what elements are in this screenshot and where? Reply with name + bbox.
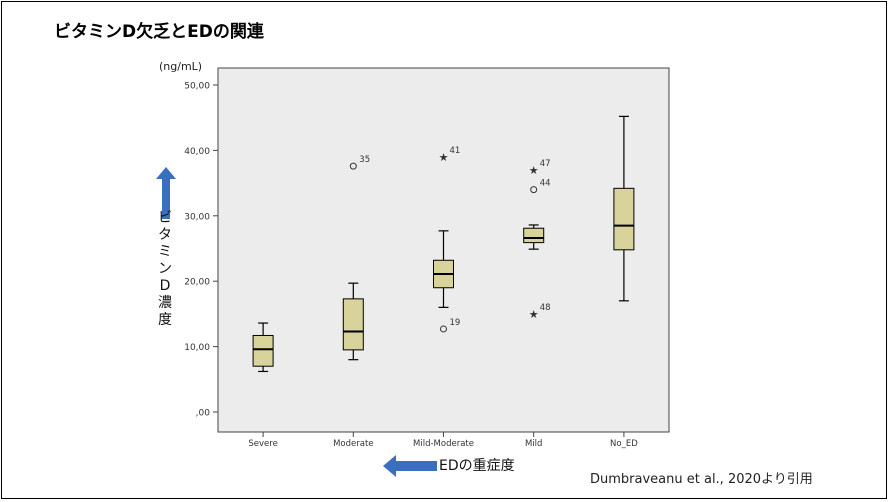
- box-mild-moderate: ★ 41 19: [433, 146, 461, 333]
- x-axis: Severe Moderate Mild-Moderate Mild No_ED: [248, 432, 638, 449]
- outlier-circle: [530, 186, 538, 194]
- outlier-label: 41: [450, 146, 461, 156]
- citation: Dumbraveanu et al., 2020より引用: [590, 472, 813, 487]
- box-no_ed: [613, 115, 635, 302]
- y-tick-label: 20,00: [184, 278, 210, 288]
- y-tick-label: 30,00: [184, 212, 210, 222]
- iqr-box: [342, 298, 364, 351]
- outlier-circle: [349, 162, 357, 170]
- outlier-label: 19: [450, 318, 461, 328]
- y-tick-label: ,00: [196, 409, 211, 419]
- outlier-label: 48: [540, 303, 551, 313]
- outlier-label: 35: [359, 155, 370, 165]
- y-tick-label: 10,00: [184, 343, 210, 353]
- x-tick-label: Mild: [525, 439, 542, 449]
- y-unit-label: (ng/mL): [159, 60, 203, 73]
- y-axis: ,00 10,00 20,00 30,00 40,00 50,00: [184, 82, 218, 419]
- x-tick-label: No_ED: [610, 439, 638, 449]
- outlier-label: 44: [540, 179, 551, 189]
- y-tick-label: 50,00: [184, 82, 210, 92]
- x-tick-label: Moderate: [333, 439, 373, 449]
- slide-title: ビタミンD欠乏とEDの関連: [54, 22, 264, 42]
- box-severe: [252, 322, 274, 373]
- left-arrow-icon: [383, 455, 437, 477]
- iqr-box: [523, 227, 545, 244]
- x-axis-label: EDの重症度: [439, 458, 515, 474]
- iqr-box: [613, 187, 635, 251]
- outlier-circle: [440, 325, 447, 333]
- outlier-star: ★: [439, 151, 449, 164]
- x-tick-label: Severe: [248, 439, 277, 449]
- iqr-box: [252, 334, 274, 367]
- outlier-label: 47: [540, 159, 551, 169]
- y-tick-label: 40,00: [184, 147, 210, 157]
- box-moderate: 35: [342, 155, 370, 361]
- outlier-star: ★: [529, 308, 539, 321]
- x-tick-label: Mild-Moderate: [413, 439, 474, 449]
- outlier-star: ★: [529, 164, 539, 177]
- up-arrow-icon: [156, 167, 176, 219]
